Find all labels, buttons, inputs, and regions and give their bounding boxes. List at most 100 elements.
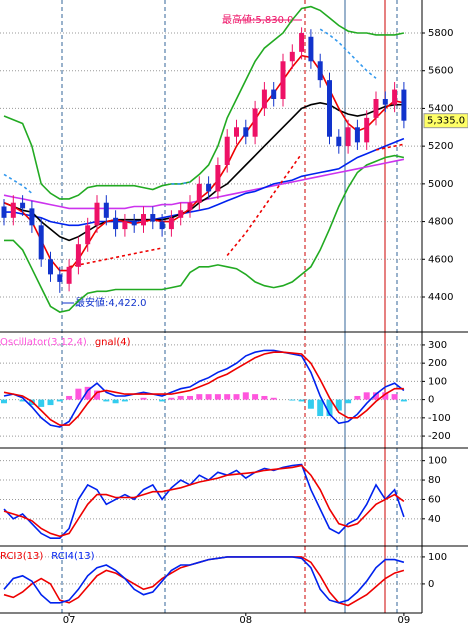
candle-body — [20, 202, 26, 209]
candle-body — [234, 127, 239, 137]
candle-body — [336, 136, 342, 147]
histogram-bar — [103, 399, 110, 402]
candle-body — [317, 61, 323, 81]
candle-body — [150, 214, 156, 222]
y-tick-label: 100 — [428, 456, 447, 467]
histogram-bar — [177, 395, 184, 400]
y-tick-label: 5800 — [428, 28, 453, 39]
candle-body — [289, 51, 295, 62]
candle-body — [131, 221, 137, 226]
candle-body — [364, 117, 370, 143]
line-series — [3, 351, 404, 426]
histogram-bar — [261, 395, 268, 400]
y-tick-label: 5400 — [428, 103, 453, 114]
histogram-bar — [335, 399, 342, 411]
histogram-bar — [270, 397, 277, 400]
candle-body — [345, 127, 351, 147]
y-tick-label: 4800 — [428, 217, 453, 228]
y-tick-label: -200 — [428, 431, 451, 442]
line-series — [3, 5, 405, 200]
legend-entry: RCI4(13) — [51, 551, 94, 562]
histogram-bar — [75, 388, 82, 400]
histogram-bar — [140, 397, 147, 400]
candle-body — [75, 244, 81, 267]
candle-body — [66, 266, 72, 284]
y-tick-label: 100 — [428, 552, 447, 563]
y-tick-label: 80 — [428, 475, 441, 486]
histogram-bar — [66, 395, 73, 400]
candle-body — [159, 221, 165, 230]
line-series — [4, 154, 405, 313]
high-annotation: 最高値:5,830.0 — [222, 13, 294, 26]
histogram-bar — [121, 399, 128, 402]
histogram-bar — [205, 394, 212, 400]
histogram-bar — [373, 392, 379, 400]
candle-body — [38, 225, 44, 260]
candle-body — [29, 208, 35, 226]
candle-body — [401, 89, 407, 121]
line-series — [3, 349, 405, 428]
last-price-box — [423, 113, 468, 129]
candle-body — [178, 210, 184, 218]
histogram-bar — [345, 399, 352, 404]
histogram-bar — [233, 394, 240, 400]
y-tick-label: 100 — [428, 376, 447, 387]
histogram-bar — [298, 399, 305, 402]
y-tick-label: 4400 — [428, 292, 453, 303]
line-series — [68, 143, 405, 268]
line-series — [3, 101, 404, 242]
candle-body — [1, 206, 7, 218]
candle-body — [113, 217, 119, 230]
y-tick-label: 5200 — [428, 141, 453, 152]
x-tick-label: 08 — [239, 615, 252, 626]
y-tick-label: 0 — [428, 579, 434, 590]
line-series — [3, 556, 405, 604]
candle-body — [187, 202, 193, 211]
candle-body — [103, 202, 109, 218]
line-series — [3, 464, 405, 538]
histogram-bar — [317, 399, 324, 417]
histogram-bar — [214, 394, 221, 400]
histogram-bar — [1, 399, 7, 404]
x-tick-label: 09 — [398, 615, 411, 626]
histogram-bar — [159, 399, 166, 402]
line-series — [4, 137, 405, 227]
candle-body — [373, 99, 379, 118]
histogram-bar — [94, 390, 100, 400]
candle-body — [308, 36, 314, 62]
candle-body — [224, 136, 230, 165]
candle-body — [382, 99, 388, 105]
legend-entry: gnal(4) — [95, 337, 131, 348]
histogram-bar — [187, 395, 193, 400]
histogram-bar — [112, 399, 119, 404]
candle-body — [327, 80, 332, 137]
histogram-bar — [307, 399, 314, 409]
histogram-bar — [242, 392, 249, 400]
legend-entry: Oscillator(3,12,4) — [0, 337, 87, 348]
histogram-bar — [382, 392, 389, 400]
histogram-bar — [289, 399, 296, 401]
candle-body — [271, 89, 277, 99]
y-tick-label: 4600 — [428, 254, 453, 265]
candle-body — [94, 202, 100, 226]
candle-body — [57, 274, 63, 282]
y-tick-label: 60 — [428, 494, 441, 505]
y-tick-label: 0 — [428, 395, 434, 406]
candle-body — [206, 183, 212, 192]
y-tick-label: 200 — [428, 358, 447, 369]
candle-body — [392, 89, 398, 105]
candle-body — [48, 259, 53, 275]
candle-body — [215, 165, 221, 192]
histogram-bar — [196, 394, 203, 400]
histogram-bar — [363, 392, 370, 400]
candle-body — [10, 202, 16, 218]
histogram-bar — [84, 386, 91, 400]
candle-body — [141, 214, 146, 226]
histogram-bar — [56, 399, 63, 402]
histogram-bar — [168, 397, 175, 400]
y-tick-label: 5600 — [428, 66, 453, 77]
candle-body — [252, 108, 258, 137]
line-series — [3, 28, 377, 194]
